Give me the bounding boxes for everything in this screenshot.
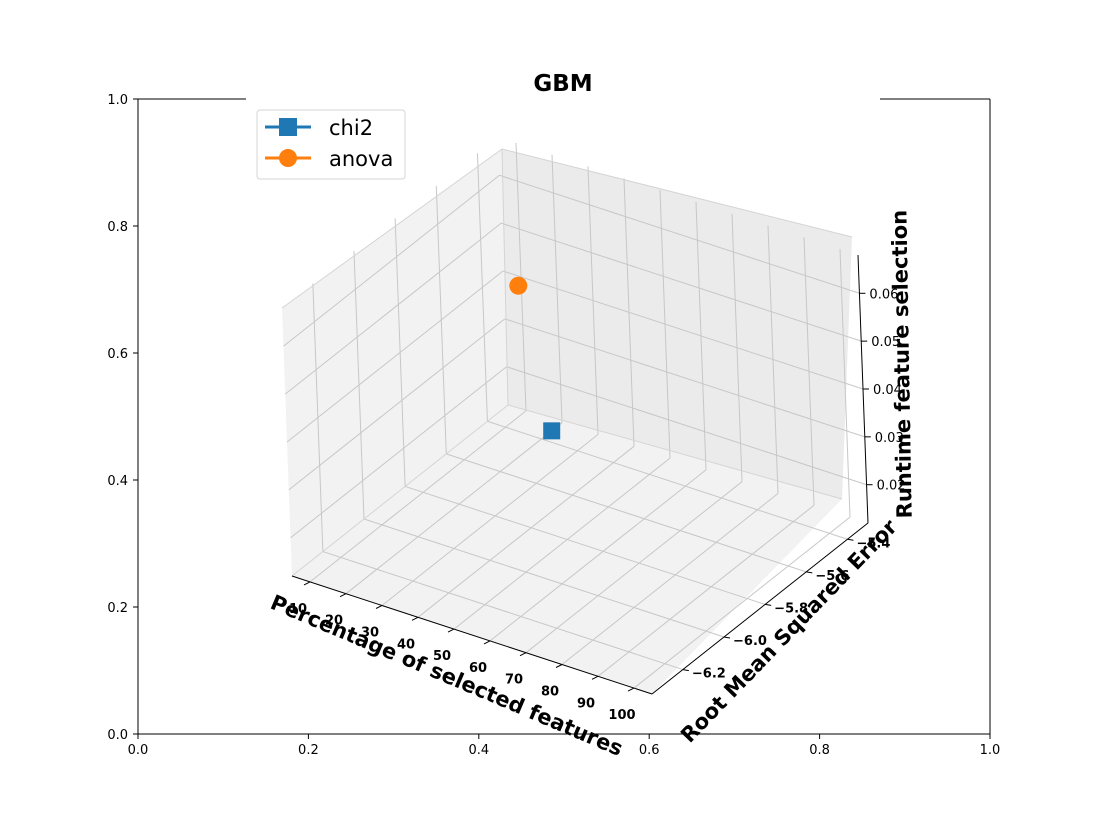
x3d-tick-mark xyxy=(303,581,311,586)
x3d-axis-line xyxy=(291,575,653,695)
grid-x-floor xyxy=(597,504,815,677)
y3d-tick-mark xyxy=(682,669,689,672)
y3d-tick-label: −5.4 xyxy=(856,536,890,551)
y2d-tick-label: 1.0 xyxy=(107,93,128,108)
x3d-tick-mark xyxy=(339,593,347,598)
grid-x-floor xyxy=(453,457,671,630)
axes-2d-frame: 0.0 0.2 0.4 0.6 0.8 1.0 0.0 0.2 0.4 0.6 0.8 1.0 xyxy=(107,93,1000,758)
point-anova xyxy=(509,276,528,295)
grid-x-floor xyxy=(561,493,779,665)
x3d-tick-label: 90 xyxy=(577,696,595,711)
grid-z-back xyxy=(499,174,860,294)
grid-z-back xyxy=(504,318,865,438)
legend-chi2-marker xyxy=(279,118,297,136)
y3d-tick-mark xyxy=(806,571,813,574)
y3d-tick-label: −6.2 xyxy=(692,667,726,682)
z3d-tick-label: 0.04 xyxy=(873,383,902,398)
y2d-tick-label: 0.0 xyxy=(107,728,128,743)
x3d-tick-mark xyxy=(519,652,527,657)
data-points xyxy=(509,276,561,440)
y3d-tick-mark xyxy=(765,603,772,606)
z-axis-title: Runtime feature selection xyxy=(887,210,916,519)
grid-y-floor xyxy=(363,518,725,638)
y3d-tick-mark xyxy=(723,636,731,639)
y3d-tick-label: −5.6 xyxy=(815,569,849,584)
grid-x-floor xyxy=(309,410,527,583)
y3d-tick-label: −5.8 xyxy=(774,601,808,616)
x3d-tick-label: 60 xyxy=(469,661,487,676)
grid-3d xyxy=(283,142,867,689)
point-chi2 xyxy=(543,422,561,440)
y3d-axis-line xyxy=(651,522,869,695)
grid-x-floor xyxy=(633,516,851,689)
pane-edges xyxy=(281,148,853,577)
legend: chi2 anova xyxy=(256,109,406,180)
x3d-tick-label: 30 xyxy=(361,626,379,641)
x3d-tick-mark xyxy=(375,605,383,609)
grid-z-left xyxy=(290,366,507,539)
grid-z-back xyxy=(501,222,862,342)
grid-y-floor xyxy=(446,453,807,573)
grid-z-left xyxy=(284,222,502,395)
axes-3d: 10 20 30 40 50 60 70 80 90 100 −6.2 −6.0 −5.8 −5.6 −5.… xyxy=(289,254,906,723)
grid-z-back xyxy=(502,270,864,390)
y2d-tick-label: 0.8 xyxy=(107,220,128,235)
x3d-tick-mark xyxy=(483,640,491,645)
legend-anova-label: anova xyxy=(329,147,393,171)
z3d-tick-label: 0.03 xyxy=(875,431,904,446)
y2d-tick-label: 0.4 xyxy=(107,474,128,489)
grid-x-floor xyxy=(345,422,563,595)
x3d-tick-label: 10 xyxy=(289,602,307,617)
pane-back xyxy=(282,149,852,694)
x2d-tick-label: 0.8 xyxy=(809,743,830,758)
x2d-tick-label: 1.0 xyxy=(980,743,1001,758)
x3d-tick-label: 70 xyxy=(505,673,523,688)
grid-z-back xyxy=(506,366,867,486)
y3d-tick-mark xyxy=(847,538,854,541)
grid-x-floor xyxy=(489,469,707,642)
x2d-tick-label: 0.6 xyxy=(639,743,660,758)
x3d-tick-mark xyxy=(591,675,599,680)
z3d-tick-label: 0.06 xyxy=(869,287,898,302)
chart-title: GBM xyxy=(533,71,592,97)
x3d-tick-label: 20 xyxy=(325,614,343,629)
x3d-tick-label: 50 xyxy=(433,649,451,664)
z3d-tick-label: 0.02 xyxy=(877,479,906,494)
x2d-tick-label: 0.4 xyxy=(468,743,489,758)
grid-y-floor xyxy=(322,551,684,671)
grid-y-floor xyxy=(404,485,766,605)
grid-z-left xyxy=(288,318,506,491)
grid-z-left xyxy=(286,270,504,443)
grid-x-floor xyxy=(525,481,743,654)
y2d-tick-label: 0.2 xyxy=(107,601,128,616)
x3d-tick-mark xyxy=(627,687,635,692)
legend-chi2-label: chi2 xyxy=(329,116,373,140)
x3d-tick-mark xyxy=(555,664,563,668)
grid-z-left xyxy=(283,174,500,347)
x2d-tick-label: 0.2 xyxy=(298,743,319,758)
grid-y-floor xyxy=(487,420,848,540)
x3d-tick-label: 40 xyxy=(397,637,415,652)
grid-x-floor xyxy=(417,445,635,618)
z3d-tick-label: 0.05 xyxy=(871,335,900,350)
legend-anova-marker xyxy=(279,149,297,167)
y3d-tick-label: −6.0 xyxy=(733,634,767,649)
x3d-tick-mark xyxy=(447,628,455,633)
y2d-tick-label: 0.6 xyxy=(107,347,128,362)
x3d-tick-mark xyxy=(411,616,419,621)
x3d-tick-label: 100 xyxy=(608,708,635,723)
x3d-tick-label: 80 xyxy=(541,685,559,700)
grid-x-floor xyxy=(381,434,599,606)
x2d-tick-label: 0.0 xyxy=(128,743,149,758)
